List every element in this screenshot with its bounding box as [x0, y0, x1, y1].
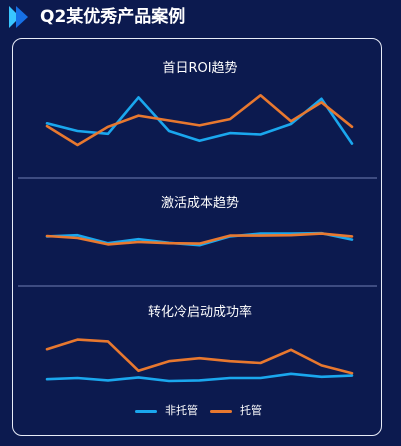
- legend-swatch: [135, 410, 157, 413]
- legend-label: 托管: [240, 404, 262, 417]
- series-line-managed: [45, 232, 354, 246]
- chart-title: 激活成本趋势: [161, 195, 239, 211]
- series-line-managed: [45, 94, 354, 147]
- chart-title: 首日ROI趋势: [162, 60, 237, 76]
- page-header: Q2某优秀产品案例: [0, 0, 401, 36]
- legend-label: 非托管: [165, 404, 198, 417]
- chart-title: 转化冷启动成功率: [148, 304, 252, 320]
- chart-legend: 非托管 托管: [0, 402, 401, 420]
- page-title: Q2某优秀产品案例: [40, 7, 186, 27]
- series-line-managed: [45, 338, 354, 375]
- series-line-non-managed: [45, 372, 354, 383]
- legend-swatch: [210, 410, 232, 413]
- chart-panel: [12, 38, 382, 436]
- play-arrow-icon: [9, 6, 28, 28]
